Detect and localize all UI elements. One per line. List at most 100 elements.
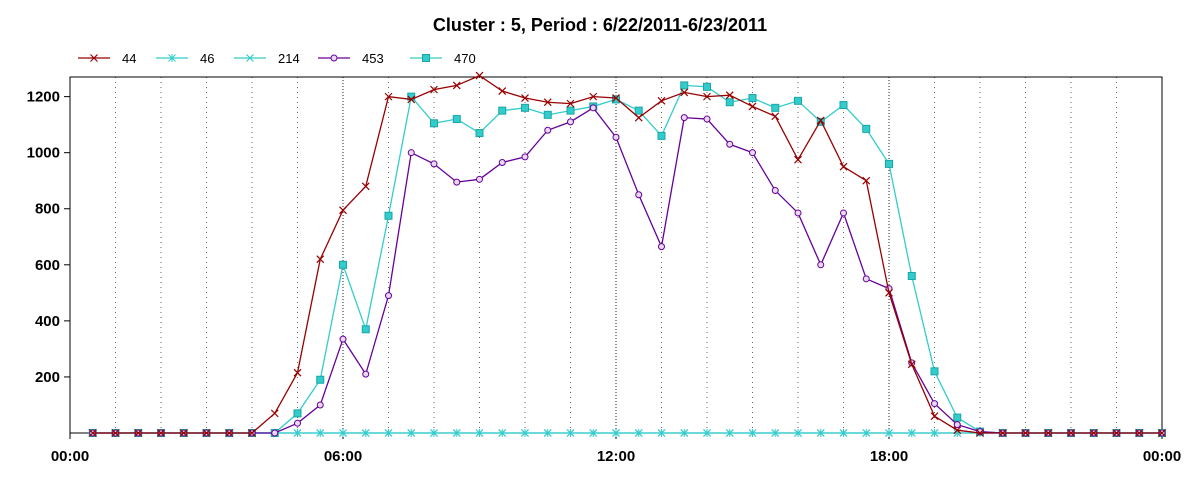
- data-point: [635, 191, 643, 199]
- data-point: [361, 182, 370, 191]
- data-point: [816, 116, 825, 125]
- data-point: [725, 98, 734, 107]
- data-point: [931, 400, 938, 408]
- y-tick-label: 600: [35, 257, 60, 274]
- data-point: [521, 94, 529, 102]
- data-point: [907, 360, 916, 369]
- series-line: [92, 106, 1162, 434]
- data-point: [907, 429, 916, 437]
- legend-marker: [422, 54, 430, 62]
- data-point: [1021, 429, 1030, 437]
- data-point: [361, 429, 370, 437]
- data-point: [634, 113, 643, 122]
- series-44: [88, 71, 1166, 437]
- data-point: [771, 187, 779, 195]
- data-point: [453, 178, 461, 186]
- data-point: [657, 96, 666, 105]
- x-axis: 00:00 06:00 12:00 18:00 00:00: [51, 433, 1181, 465]
- data-point: [976, 429, 984, 437]
- data-point: [361, 325, 370, 334]
- data-point: [521, 429, 529, 437]
- data-point: [953, 426, 962, 435]
- legend-label: 470: [454, 51, 476, 66]
- y-tick-label: 800: [35, 201, 60, 218]
- data-point: [339, 429, 347, 437]
- data-point: [748, 94, 757, 103]
- data-point: [543, 429, 552, 437]
- data-point: [930, 412, 939, 421]
- legend-item: 44: [78, 51, 136, 66]
- data-point: [634, 429, 643, 437]
- legend-label: 44: [122, 51, 136, 66]
- legend-marker: [330, 54, 338, 62]
- data-point: [339, 206, 347, 215]
- data-point: [589, 92, 598, 101]
- data-point: [907, 272, 916, 281]
- data-point: [930, 367, 939, 376]
- data-point: [839, 101, 848, 110]
- y-tick-label: 1200: [27, 89, 60, 106]
- legend-item: 453: [318, 51, 384, 66]
- legend-item: 46: [156, 51, 214, 66]
- data-point: [475, 71, 484, 80]
- data-point: [384, 429, 393, 437]
- data-point: [1158, 429, 1166, 437]
- data-point: [885, 288, 893, 297]
- data-point: [430, 429, 438, 437]
- data-point: [998, 429, 1007, 437]
- legend-label: 214: [278, 51, 300, 66]
- data-point: [498, 158, 506, 166]
- data-point: [839, 162, 848, 171]
- data-point: [862, 124, 871, 133]
- data-point: [407, 429, 416, 437]
- data-point: [543, 98, 552, 107]
- data-point: [862, 429, 871, 437]
- data-point: [771, 103, 780, 112]
- data-point: [840, 209, 847, 217]
- data-point: [1089, 429, 1098, 437]
- data-point: [566, 106, 575, 115]
- data-point: [544, 126, 552, 134]
- y-tick-label: 200: [35, 369, 60, 386]
- data-point: [475, 429, 484, 437]
- series-layer: [88, 71, 1166, 437]
- data-point: [657, 429, 666, 437]
- series-line: [92, 84, 1162, 434]
- data-point: [407, 95, 416, 104]
- data-point: [748, 102, 757, 111]
- data-point: [566, 429, 575, 437]
- y-axis: 200 400 600 800 1000 1200: [27, 89, 70, 386]
- data-point: [839, 429, 848, 437]
- data-point: [885, 159, 893, 168]
- x-tick-label: 06:00: [324, 448, 362, 465]
- data-point: [293, 368, 302, 377]
- y-tick-label: 400: [35, 313, 60, 330]
- data-point: [316, 255, 325, 264]
- data-point: [1067, 429, 1075, 437]
- data-point: [270, 409, 279, 418]
- data-point: [612, 95, 620, 104]
- data-point: [316, 401, 324, 409]
- data-point: [339, 260, 347, 269]
- data-point: [862, 176, 871, 185]
- data-point: [476, 175, 483, 183]
- data-point: [316, 429, 325, 437]
- series-453: [89, 104, 1166, 437]
- data-point: [794, 155, 802, 164]
- data-point: [498, 429, 507, 437]
- data-point: [657, 131, 666, 140]
- data-point: [293, 409, 302, 418]
- x-tick-label: 18:00: [870, 448, 908, 465]
- data-point: [452, 429, 461, 437]
- data-point: [680, 81, 689, 90]
- chart-title: Cluster : 5, Period : 6/22/2011-6/23/201…: [433, 15, 767, 35]
- data-point: [475, 129, 484, 138]
- legend-item: 214: [234, 51, 300, 66]
- data-point: [634, 106, 643, 115]
- data-point: [498, 106, 507, 115]
- data-point: [567, 118, 574, 126]
- data-point: [612, 429, 620, 437]
- data-point: [566, 99, 575, 108]
- data-point: [817, 261, 825, 269]
